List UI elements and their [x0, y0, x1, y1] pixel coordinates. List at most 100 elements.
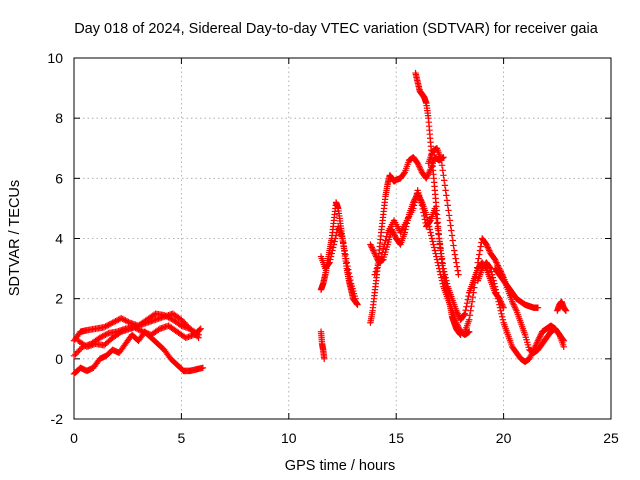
data-point [488, 271, 496, 278]
data-point [373, 254, 381, 262]
y-tick-label: 8 [55, 110, 63, 126]
data-point [375, 259, 383, 266]
series-arc-5 [317, 328, 328, 363]
series-arc-4 [75, 310, 202, 350]
data-point [96, 334, 103, 341]
series-arc-7 [317, 223, 359, 302]
data-point [469, 293, 477, 301]
data-point [421, 216, 429, 223]
y-tick-label: 4 [55, 231, 63, 247]
data-point [454, 310, 461, 317]
data-point [527, 352, 535, 360]
data-point [332, 232, 340, 239]
data-point [390, 229, 397, 236]
data-point [451, 251, 459, 258]
data-points [70, 69, 570, 378]
data-point [113, 317, 121, 324]
data-point [120, 316, 128, 323]
data-point [155, 326, 162, 333]
data-point [115, 316, 122, 323]
data-point [417, 166, 424, 173]
data-point [494, 295, 502, 302]
data-point [432, 210, 439, 217]
data-point [528, 351, 535, 358]
data-point [453, 259, 460, 266]
y-tick-label: 10 [47, 50, 63, 66]
data-point [531, 343, 539, 350]
data-point [381, 241, 388, 248]
data-point [498, 313, 506, 320]
data-point [125, 318, 132, 326]
data-point [197, 325, 204, 332]
data-point [178, 316, 185, 323]
data-point [328, 250, 335, 257]
data-point [383, 233, 390, 240]
data-point [485, 245, 492, 253]
data-point [122, 317, 129, 324]
data-point [326, 259, 333, 266]
data-point [476, 251, 483, 258]
data-point [429, 238, 436, 245]
data-point [376, 256, 384, 263]
data-point [345, 269, 353, 277]
x-tick-label: 10 [281, 430, 297, 446]
data-point [477, 243, 484, 250]
data-point [339, 235, 346, 242]
data-point [427, 229, 434, 236]
data-point [372, 268, 379, 275]
data-point [354, 301, 361, 308]
y-tick-label: -2 [51, 411, 64, 427]
data-point [562, 307, 570, 314]
data-point [529, 348, 537, 355]
data-point [464, 296, 471, 303]
data-point [534, 304, 542, 311]
data-point [453, 263, 461, 270]
data-point [75, 348, 82, 355]
data-point [181, 319, 188, 326]
data-point [474, 259, 482, 266]
data-point [76, 346, 83, 354]
x-tick-label: 0 [70, 430, 78, 446]
data-point [420, 209, 427, 216]
series-arc-15 [491, 265, 542, 311]
data-point [410, 202, 418, 209]
data-point [498, 310, 505, 317]
data-point [488, 268, 495, 275]
data-point [486, 247, 493, 254]
data-point [453, 309, 461, 316]
data-point [352, 295, 359, 302]
data-point [471, 284, 478, 291]
data-point [109, 319, 116, 326]
x-tick-label: 5 [178, 430, 186, 446]
data-point [116, 329, 124, 336]
data-point [438, 157, 445, 164]
data-point [182, 321, 189, 328]
data-point [560, 337, 567, 344]
data-point [468, 302, 475, 310]
data-point [440, 172, 447, 179]
data-point [493, 289, 500, 296]
data-point [108, 320, 115, 327]
data-point [440, 177, 448, 184]
data-point [510, 301, 517, 308]
data-point [492, 286, 499, 293]
data-point [325, 260, 333, 267]
data-point [413, 193, 420, 200]
data-point [400, 170, 408, 177]
data-point [494, 262, 502, 269]
data-point [415, 161, 422, 168]
data-point [450, 242, 457, 249]
data-point [430, 244, 438, 251]
data-point [466, 316, 473, 323]
data-point [329, 244, 337, 251]
y-tick-labels: -2 0 2 4 6 8 10 [47, 50, 63, 427]
data-point [347, 276, 354, 284]
data-point [346, 273, 353, 280]
data-point [443, 197, 451, 204]
chart-title: Day 018 of 2024, Sidereal Day-to-day VTE… [74, 21, 599, 37]
data-point [370, 248, 378, 256]
data-point [368, 244, 376, 251]
series-arc-14 [474, 259, 567, 366]
data-point [532, 342, 540, 349]
data-point [344, 262, 351, 270]
